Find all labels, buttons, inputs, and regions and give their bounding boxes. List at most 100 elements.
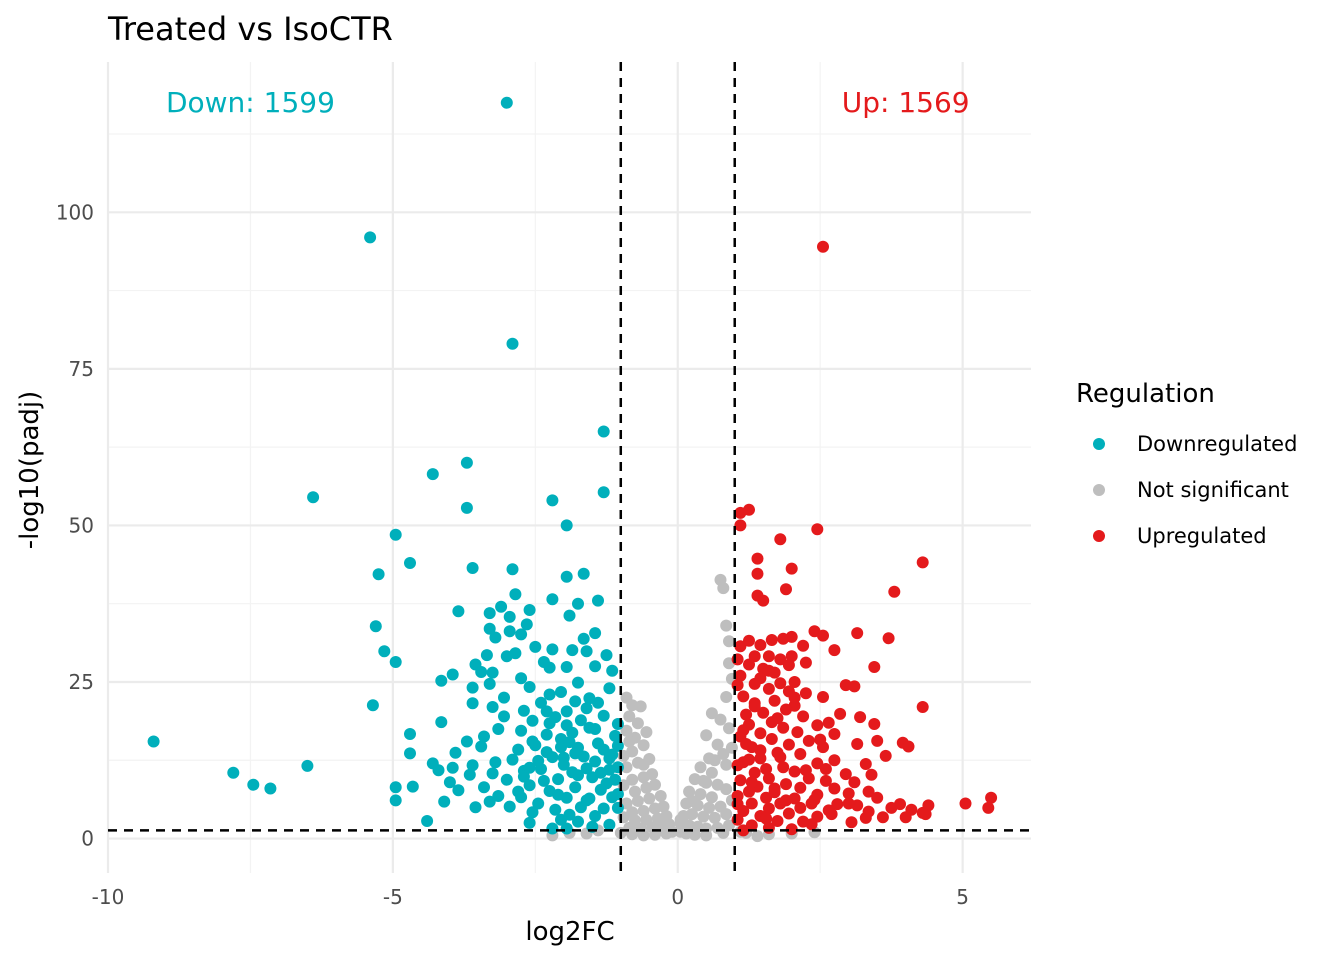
point-upregulated — [916, 701, 929, 713]
point-downregulated — [515, 628, 528, 641]
point-downregulated — [503, 610, 516, 623]
point-not-significant — [694, 761, 707, 774]
point-upregulated — [754, 727, 767, 740]
point-upregulated — [791, 726, 804, 739]
point-not-significant — [700, 729, 713, 742]
point-downregulated — [478, 781, 490, 794]
point-downregulated — [529, 739, 542, 752]
point-upregulated — [916, 556, 929, 569]
point-downregulated — [580, 794, 593, 807]
minor-gridlines — [108, 62, 1031, 873]
point-downregulated — [301, 759, 314, 772]
point-downregulated — [569, 747, 582, 760]
x-tick-label: 5 — [956, 885, 969, 909]
point-not-significant — [751, 830, 764, 843]
point-downregulated — [583, 692, 596, 705]
point-not-significant — [725, 741, 738, 754]
point-downregulated — [435, 716, 448, 729]
point-not-significant — [637, 739, 650, 752]
legend-label: Not significant — [1137, 478, 1289, 502]
point-not-significant — [705, 766, 718, 779]
point-downregulated — [600, 649, 613, 662]
point-downregulated — [372, 568, 385, 581]
major-gridlines — [106, 62, 1031, 873]
point-downregulated — [404, 728, 416, 740]
point-not-significant — [703, 801, 716, 814]
point-downregulated — [597, 743, 610, 756]
point-downregulated — [609, 729, 622, 742]
point-downregulated — [460, 735, 473, 748]
point-upregulated — [916, 806, 929, 819]
point-upregulated — [854, 711, 867, 724]
point-upregulated — [876, 811, 889, 824]
point-not-significant — [640, 726, 653, 739]
point-upregulated — [768, 694, 781, 707]
chart-title: Treated vs IsoCTR — [107, 10, 393, 48]
point-upregulated — [819, 774, 832, 787]
point-downregulated — [540, 728, 553, 741]
point-upregulated — [760, 763, 773, 775]
point-downregulated — [517, 770, 530, 783]
point-upregulated — [748, 766, 761, 779]
point-downregulated — [452, 784, 465, 797]
point-downregulated — [592, 594, 604, 607]
point-downregulated — [597, 802, 610, 815]
point-downregulated — [546, 643, 559, 656]
point-upregulated — [959, 797, 972, 810]
point-upregulated — [802, 734, 815, 747]
point-upregulated — [868, 718, 881, 730]
point-upregulated — [879, 749, 892, 762]
point-downregulated — [264, 782, 277, 795]
y-tick-label: 25 — [69, 670, 94, 694]
point-downregulated — [560, 661, 573, 673]
point-upregulated — [780, 778, 792, 791]
point-upregulated — [902, 740, 915, 753]
point-downregulated — [503, 625, 516, 638]
point-downregulated — [426, 468, 439, 481]
point-downregulated — [611, 801, 624, 814]
point-downregulated — [560, 570, 573, 583]
point-upregulated — [797, 639, 810, 652]
point-downregulated — [483, 795, 496, 808]
point-not-significant — [697, 774, 710, 787]
point-downregulated — [389, 656, 402, 668]
point-downregulated — [227, 766, 240, 779]
point-downregulated — [546, 751, 559, 764]
point-downregulated — [594, 766, 607, 779]
point-downregulated — [566, 644, 579, 657]
point-upregulated — [822, 716, 835, 729]
point-downregulated — [500, 96, 513, 109]
point-upregulated — [882, 632, 895, 645]
point-not-significant — [700, 829, 713, 842]
point-upregulated — [743, 503, 755, 516]
point-downregulated — [366, 699, 379, 712]
annotation-up-count: Up: 1569 — [842, 86, 970, 119]
point-not-significant — [705, 791, 718, 804]
point-downregulated — [549, 711, 562, 724]
point-downregulated — [543, 688, 556, 701]
point-upregulated — [731, 759, 744, 772]
point-downregulated — [512, 785, 525, 798]
point-upregulated — [828, 754, 841, 767]
point-downregulated — [446, 761, 459, 774]
point-upregulated — [774, 677, 787, 690]
point-upregulated — [737, 824, 750, 837]
point-downregulated — [611, 761, 624, 774]
point-downregulated — [506, 337, 519, 350]
point-downregulated — [389, 794, 402, 807]
point-downregulated — [483, 622, 496, 635]
point-downregulated — [498, 691, 510, 704]
point-downregulated — [572, 769, 584, 782]
point-upregulated — [774, 751, 787, 764]
point-not-significant — [649, 802, 661, 815]
point-not-significant — [720, 758, 733, 771]
point-downregulated — [307, 491, 320, 504]
point-upregulated — [777, 761, 790, 774]
point-downregulated — [603, 752, 616, 765]
point-downregulated — [526, 714, 539, 727]
point-downregulated — [572, 815, 584, 828]
point-upregulated — [737, 724, 750, 737]
point-downregulated — [517, 704, 530, 717]
point-upregulated — [871, 734, 884, 747]
point-downregulated — [523, 816, 536, 829]
